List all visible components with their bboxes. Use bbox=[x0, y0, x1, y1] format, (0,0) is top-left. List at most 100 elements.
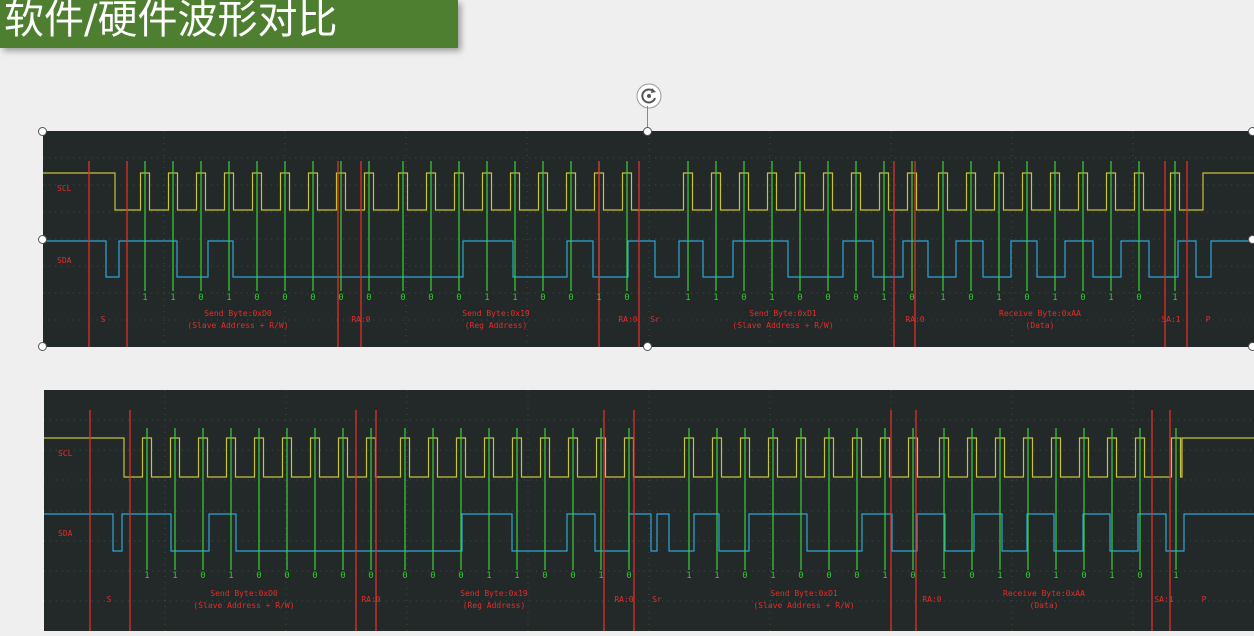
bit-value-label: 0 bbox=[570, 571, 575, 581]
bit-value-label: 1 bbox=[1052, 293, 1057, 303]
bit-value-label: 1 bbox=[486, 571, 491, 581]
bit-value-label: 0 bbox=[741, 293, 746, 303]
scl-waveform bbox=[43, 172, 1254, 211]
bit-value-label: 0 bbox=[542, 571, 547, 581]
bit-value-label: 0 bbox=[910, 571, 915, 581]
bit-value-label: 0 bbox=[1080, 293, 1085, 303]
slide-title: 软件/硬件波形对比 bbox=[0, 0, 458, 48]
bit-value-label: 0 bbox=[1024, 293, 1029, 303]
segment-label-sa: SA:1 bbox=[1161, 315, 1180, 324]
segment-label-stop: P bbox=[1202, 595, 1207, 604]
bit-value-label: 1 bbox=[714, 571, 719, 581]
segment-label-byte4: Receive Byte:0xAA bbox=[1003, 589, 1085, 598]
segment-sublabel-byte1: (Slave Address + R/W) bbox=[187, 321, 288, 330]
bit-value-label: 0 bbox=[340, 571, 345, 581]
bit-value-label: 0 bbox=[200, 571, 205, 581]
bit-value-label: 1 bbox=[770, 571, 775, 581]
bit-value-label: 0 bbox=[742, 571, 747, 581]
software-waveform-panel[interactable]: SCL SDA 1 1 0 1 0 0 0 0 0 0 0 0 1 1 0 0 1 0 1 1 0 1 0 0 0 1 0 1 0 1 0 1 0 1… bbox=[43, 131, 1254, 347]
scl-channel-label: SCL bbox=[58, 449, 73, 458]
segment-label-start: S bbox=[101, 315, 106, 324]
resize-handle-bottom-right[interactable] bbox=[1248, 342, 1254, 351]
bit-value-label: 1 bbox=[713, 293, 718, 303]
segment-sublabel-byte3: (Slave Address + R/W) bbox=[753, 601, 854, 610]
segment-label-rstart: Sr bbox=[652, 595, 662, 604]
bit-value-label: 0 bbox=[366, 293, 371, 303]
bit-value-label: 1 bbox=[1109, 571, 1114, 581]
bit-value-label: 1 bbox=[769, 293, 774, 303]
hardware-waveform-panel: SCL SDA 1 1 0 1 0 0 0 0 0 0 0 0 1 1 0 0 1 0 1 1 0 1 0 0 0 1 0 1 0 1 0 1 0 1… bbox=[44, 390, 1254, 631]
bit-value-label: 0 bbox=[1136, 293, 1141, 303]
bit-value-label: 0 bbox=[826, 571, 831, 581]
bit-value-label: 1 bbox=[941, 571, 946, 581]
bit-value-label: 1 bbox=[512, 293, 517, 303]
segment-sublabel-byte2: (Reg Address) bbox=[463, 601, 526, 610]
resize-handle-middle-right[interactable] bbox=[1248, 235, 1254, 244]
bit-value-label: 0 bbox=[400, 293, 405, 303]
bit-value-label: 1 bbox=[997, 571, 1002, 581]
bit-value-label: 0 bbox=[968, 293, 973, 303]
segment-label-start: S bbox=[107, 595, 112, 604]
segment-label-ra3: RA:0 bbox=[905, 315, 924, 324]
bit-value-label: 0 bbox=[854, 571, 859, 581]
resize-handle-bottom-left[interactable] bbox=[38, 342, 47, 351]
bit-value-label: 0 bbox=[310, 293, 315, 303]
bit-value-label: 1 bbox=[596, 293, 601, 303]
resize-handle-top-left[interactable] bbox=[38, 127, 47, 136]
bit-value-label: 1 bbox=[598, 571, 603, 581]
bit-value-label: 0 bbox=[540, 293, 545, 303]
bit-value-label: 1 bbox=[1172, 293, 1177, 303]
bit-value-label: 0 bbox=[284, 571, 289, 581]
segment-label-ra2: RA:0 bbox=[614, 595, 633, 604]
bit-value-label: 0 bbox=[825, 293, 830, 303]
segment-sublabel-byte4: (Data) bbox=[1030, 601, 1059, 610]
sda-channel-label: SDA bbox=[58, 529, 73, 538]
hardware-waveform-chart: SCL SDA 1 1 0 1 0 0 0 0 0 0 0 0 1 1 0 0 1 0 1 1 0 1 0 0 0 1 0 1 0 1 0 1 0 1… bbox=[44, 390, 1254, 631]
bit-value-label: 0 bbox=[797, 293, 802, 303]
bit-value-label: 0 bbox=[428, 293, 433, 303]
bit-value-label: 1 bbox=[685, 293, 690, 303]
resize-handle-bottom-center[interactable] bbox=[643, 342, 652, 351]
segment-label-ra3: RA:0 bbox=[922, 595, 941, 604]
bit-value-label: 1 bbox=[228, 571, 233, 581]
bit-value-label: 0 bbox=[430, 571, 435, 581]
bit-value-label: 0 bbox=[368, 571, 373, 581]
segment-label-byte1: Send Byte:0xD0 bbox=[210, 589, 278, 598]
bit-value-label: 0 bbox=[798, 571, 803, 581]
bit-value-label: 1 bbox=[882, 571, 887, 581]
bit-value-label: 0 bbox=[458, 571, 463, 581]
segment-label-rstart: Sr bbox=[650, 315, 660, 324]
segment-label-byte1: Send Byte:0xD0 bbox=[204, 309, 272, 318]
segment-label-byte2: Send Byte:0x19 bbox=[462, 309, 530, 318]
resize-handle-middle-left[interactable] bbox=[38, 235, 47, 244]
segment-sublabel-byte1: (Slave Address + R/W) bbox=[193, 601, 294, 610]
bit-value-label: 0 bbox=[568, 293, 573, 303]
bit-value-label: 1 bbox=[996, 293, 1001, 303]
bit-value-label: 1 bbox=[144, 571, 149, 581]
bit-value-label: 1 bbox=[1108, 293, 1113, 303]
segment-label-byte2: Send Byte:0x19 bbox=[460, 589, 528, 598]
segment-sublabel-byte3: (Slave Address + R/W) bbox=[732, 321, 833, 330]
bit-value-label: 1 bbox=[881, 293, 886, 303]
rotate-handle-icon[interactable] bbox=[636, 83, 662, 109]
software-waveform-chart: SCL SDA 1 1 0 1 0 0 0 0 0 0 0 0 1 1 0 0 1 0 1 1 0 1 0 0 0 1 0 1 0 1 0 1 0 1… bbox=[43, 131, 1254, 347]
scl-channel-label: SCL bbox=[57, 184, 72, 193]
scl-waveform bbox=[44, 437, 1254, 478]
bit-value-label: 0 bbox=[254, 293, 259, 303]
bit-value-label: 1 bbox=[686, 571, 691, 581]
resize-handle-top-right[interactable] bbox=[1248, 127, 1254, 136]
bit-value-label: 1 bbox=[1173, 571, 1178, 581]
rotate-handle-stem bbox=[647, 106, 648, 130]
bit-value-label: 1 bbox=[172, 571, 177, 581]
bit-value-label: 0 bbox=[1137, 571, 1142, 581]
segment-label-byte3: Send Byte:0xD1 bbox=[770, 589, 838, 598]
resize-handle-top-center[interactable] bbox=[643, 127, 652, 136]
bit-value-label: 0 bbox=[624, 293, 629, 303]
segment-sublabel-byte2: (Reg Address) bbox=[465, 321, 528, 330]
segment-label-byte3: Send Byte:0xD1 bbox=[749, 309, 817, 318]
bit-value-label: 0 bbox=[1081, 571, 1086, 581]
segment-label-byte4: Receive Byte:0xAA bbox=[999, 309, 1081, 318]
sda-waveform bbox=[44, 513, 1254, 552]
bit-value-label: 1 bbox=[940, 293, 945, 303]
segment-sublabel-byte4: (Data) bbox=[1026, 321, 1055, 330]
